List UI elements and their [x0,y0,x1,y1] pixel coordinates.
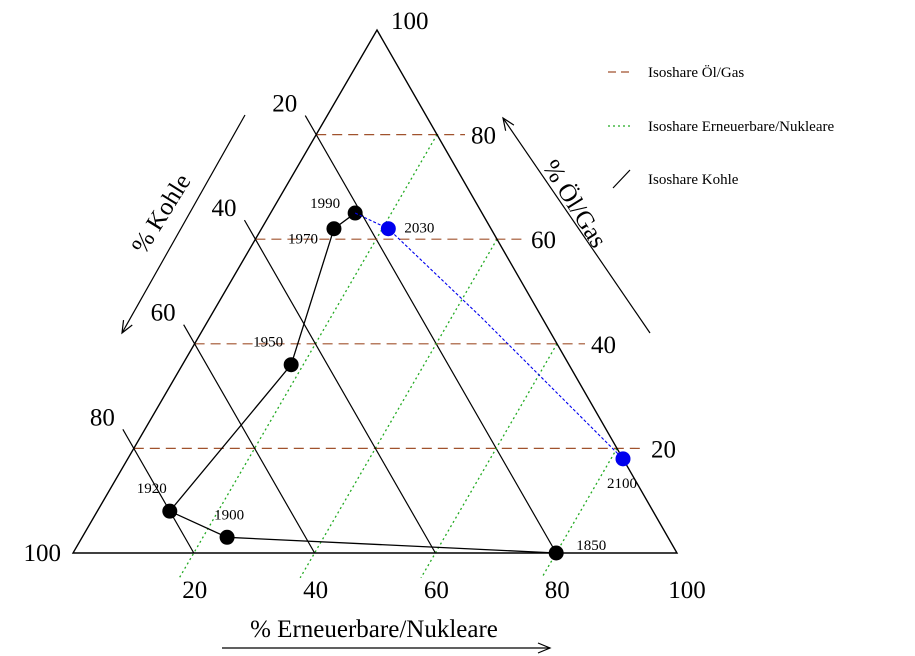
tick-oil-gas-40: 40 [591,332,616,359]
data-point-1850 [548,545,564,561]
arrow-coal-head [121,320,133,335]
year-label-1990: 1990 [310,196,340,212]
data-point-2100 [615,451,631,467]
tick-coal-80: 80 [90,404,115,431]
axis-label-coal: % Kohle [127,169,197,258]
tick-renewable-60: 60 [424,577,449,604]
year-label-1920: 1920 [137,481,167,497]
isoshare-renewable-60 [420,343,558,579]
year-label-1970: 1970 [288,232,318,248]
data-point-1970 [326,221,342,237]
isoshare-coal-40 [243,219,436,554]
legend-swatch-2 [612,169,631,189]
tick-oil-gas-80: 80 [471,123,496,150]
legend-item-2: Isoshare Kohle [612,169,739,189]
tick-renewable-40: 40 [303,577,328,604]
isoshare-coal-80 [122,429,195,554]
series-line-1 [354,212,624,460]
year-label-2030: 2030 [404,221,434,237]
tick-coal-100: 100 [24,540,62,567]
data-point-1920 [162,503,178,519]
isoshare-coal-60 [183,324,316,554]
arrow-coal [121,114,246,334]
data-point-1950 [283,357,299,373]
tick-oil-gas-20: 20 [651,436,676,463]
triangle-frame [71,28,679,554]
arrow-oil-gas [502,117,651,334]
year-label-1900: 1900 [214,507,244,523]
legend: Isoshare Öl/Gas Isoshare Erneuerbare/Nukl… [608,64,834,189]
isoshare-renewable-20 [178,134,438,579]
arrow-renewable-head [537,642,552,654]
tick-coal-20: 20 [272,91,297,118]
tick-oil-gas-100: 100 [391,8,429,35]
legend-label-0: Isoshare Öl/Gas [648,64,744,81]
tick-renewable-100: 100 [668,577,706,604]
arrow-oil-gas-head [502,116,515,131]
year-label-2100: 2100 [607,476,637,492]
tick-coal-60: 60 [151,300,176,327]
tick-renewable-80: 80 [545,577,570,604]
tick-coal-40: 40 [211,195,236,222]
axis-label-renewable: % Erneuerbare/Nukleare [250,616,498,643]
year-label-1850: 1850 [576,538,606,554]
year-label-1950: 1950 [253,335,283,351]
tick-renewable-20: 20 [182,577,207,604]
tick-oil-gas-60: 60 [531,227,556,254]
legend-label-2: Isoshare Kohle [648,172,739,188]
data-point-1900 [219,529,235,545]
isoshare-renewable-40 [299,238,498,579]
data-point-2030 [380,221,396,237]
legend-item-1: Isoshare Erneuerbare/Nukleare [608,119,834,135]
isoshare-coal-20 [304,115,557,554]
legend-label-1: Isoshare Erneuerbare/Nukleare [648,119,834,135]
series-line-0 [168,212,557,554]
legend-item-0: Isoshare Öl/Gas [608,64,744,81]
